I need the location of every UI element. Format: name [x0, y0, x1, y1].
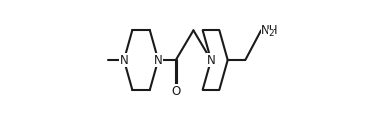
Text: NH: NH	[261, 24, 279, 37]
Text: 2: 2	[268, 29, 274, 38]
Text: N: N	[120, 54, 128, 66]
Text: N: N	[154, 54, 162, 66]
Text: O: O	[171, 85, 181, 98]
Text: N: N	[207, 54, 216, 66]
